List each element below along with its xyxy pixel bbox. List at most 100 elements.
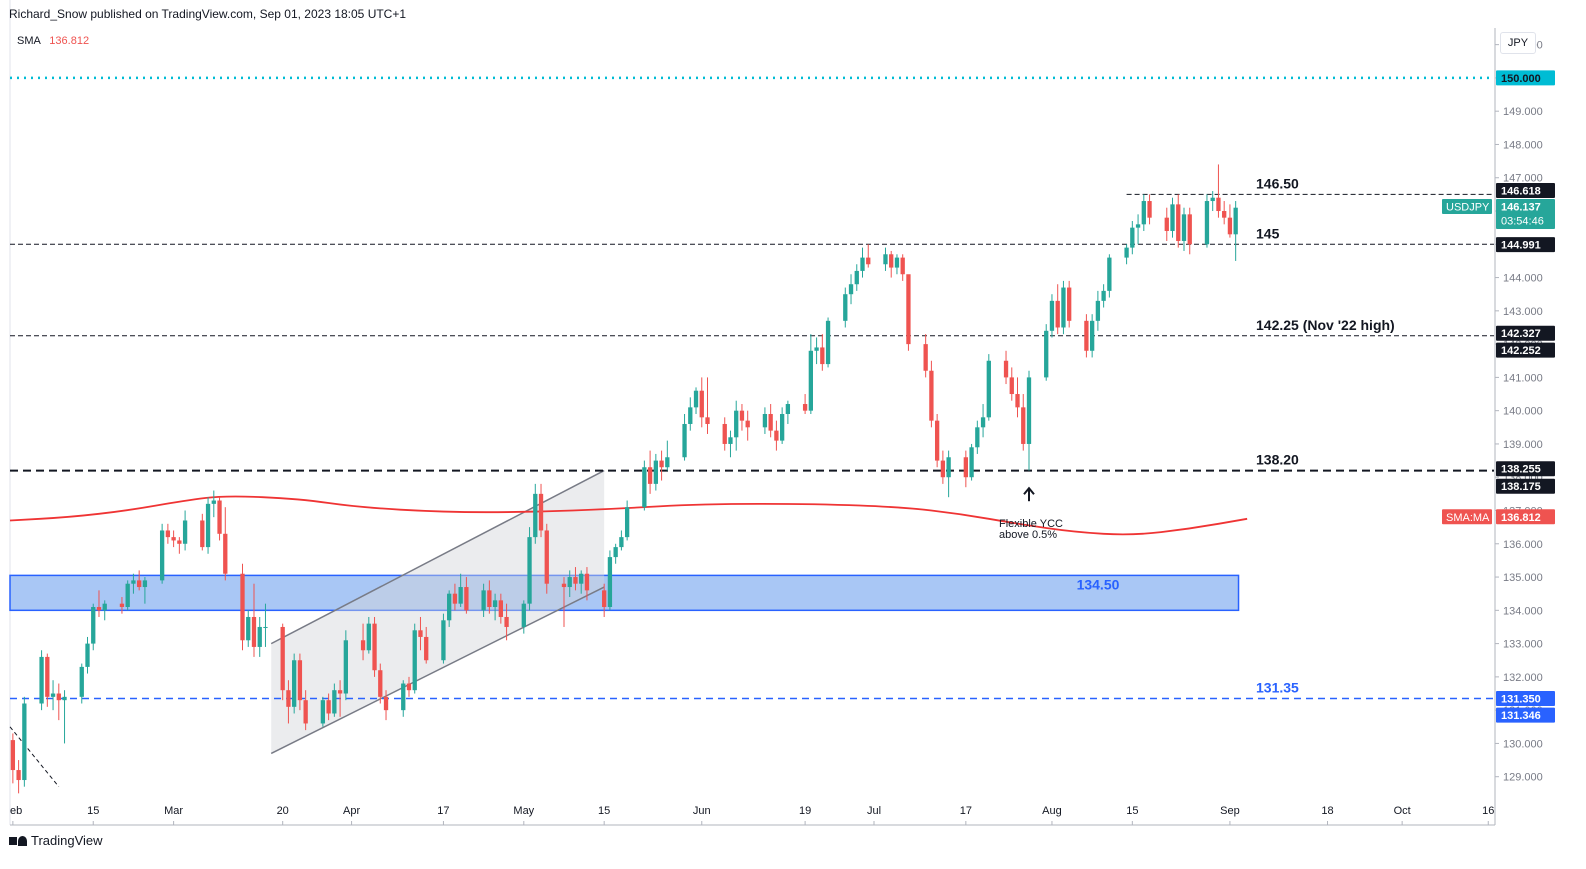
candle[interactable] [848, 274, 854, 305]
candle[interactable] [1061, 280, 1066, 335]
candle[interactable] [1084, 314, 1089, 358]
candle[interactable] [860, 247, 865, 278]
candle[interactable] [1089, 314, 1095, 358]
candle[interactable] [682, 414, 687, 461]
candle[interactable] [986, 354, 991, 421]
candle[interactable] [297, 653, 303, 711]
candle[interactable] [492, 593, 498, 621]
candle[interactable] [458, 573, 463, 607]
candle[interactable] [205, 497, 211, 554]
candle[interactable] [1176, 194, 1181, 248]
candle[interactable] [1164, 207, 1169, 241]
candle[interactable] [779, 407, 785, 444]
candle[interactable] [1210, 191, 1215, 212]
candle[interactable] [240, 563, 245, 651]
candle[interactable] [1107, 254, 1112, 298]
candle[interactable] [16, 760, 21, 794]
candle[interactable] [762, 407, 768, 434]
candle[interactable] [223, 507, 228, 581]
candle[interactable] [659, 450, 664, 481]
candle[interactable] [768, 404, 773, 438]
candle[interactable] [343, 630, 348, 701]
candle[interactable] [56, 683, 61, 721]
candle[interactable] [452, 583, 458, 611]
candle[interactable] [200, 513, 205, 551]
candle[interactable] [854, 264, 859, 291]
candle[interactable] [418, 616, 423, 651]
candle[interactable] [1124, 244, 1129, 265]
candle[interactable] [1170, 197, 1175, 238]
candle[interactable] [975, 420, 980, 454]
candle[interactable] [251, 583, 257, 657]
candle[interactable] [1055, 284, 1060, 335]
candle[interactable] [567, 570, 572, 598]
candle[interactable] [1135, 214, 1141, 245]
candle[interactable] [1095, 290, 1101, 331]
candle[interactable] [820, 334, 825, 371]
candle[interactable] [785, 400, 791, 424]
candle[interactable] [372, 616, 377, 677]
candle[interactable] [1222, 201, 1227, 225]
candle[interactable] [1141, 194, 1146, 231]
candle[interactable] [825, 317, 831, 368]
candle[interactable] [808, 334, 813, 414]
candle[interactable] [286, 680, 291, 724]
candle[interactable] [1130, 221, 1135, 255]
candle[interactable] [705, 377, 710, 434]
candle[interactable] [1015, 377, 1020, 418]
candle[interactable] [10, 733, 16, 784]
candle[interactable] [883, 247, 888, 271]
candle[interactable] [1009, 367, 1014, 401]
candle[interactable] [303, 690, 308, 731]
candle[interactable] [401, 680, 406, 717]
candle[interactable] [1049, 294, 1055, 338]
candle[interactable] [1187, 207, 1192, 255]
candle[interactable] [619, 530, 624, 551]
candle[interactable] [739, 404, 745, 431]
candle[interactable] [653, 453, 658, 491]
candle[interactable] [1216, 164, 1221, 218]
candle[interactable] [745, 410, 750, 441]
candle[interactable] [326, 693, 331, 721]
candle[interactable] [211, 490, 216, 518]
candle[interactable] [39, 650, 44, 711]
candle[interactable] [1204, 194, 1210, 248]
candle[interactable] [217, 497, 222, 541]
candle[interactable] [292, 653, 297, 714]
candle[interactable] [1101, 284, 1106, 308]
candle[interactable] [900, 254, 905, 281]
candle[interactable] [96, 590, 102, 617]
candle[interactable] [814, 337, 819, 365]
candle[interactable] [728, 430, 733, 458]
candle[interactable] [142, 577, 148, 604]
candle[interactable] [366, 616, 371, 654]
currency-button[interactable]: JPY [1500, 32, 1536, 54]
candle[interactable] [980, 404, 986, 438]
candle[interactable] [504, 603, 509, 641]
candle[interactable] [85, 636, 90, 674]
candle[interactable] [940, 450, 946, 484]
candle[interactable] [889, 250, 894, 278]
candle[interactable] [722, 417, 727, 451]
candle[interactable] [165, 523, 171, 544]
candle[interactable] [642, 460, 647, 511]
candle[interactable] [1067, 280, 1072, 328]
footer-brand[interactable]: TradingView [9, 833, 103, 848]
candle[interactable] [464, 577, 469, 614]
candle[interactable] [412, 623, 417, 694]
candle[interactable] [843, 287, 848, 328]
candle[interactable] [584, 567, 590, 601]
candle[interactable] [424, 626, 429, 664]
candle[interactable] [894, 254, 900, 275]
candle[interactable] [102, 600, 107, 621]
candle[interactable] [946, 450, 951, 498]
candle[interactable] [969, 443, 974, 481]
candle[interactable] [263, 603, 268, 647]
candle[interactable] [182, 510, 188, 551]
candle[interactable] [360, 623, 366, 661]
candle[interactable] [521, 600, 526, 634]
candle[interactable] [320, 696, 326, 727]
candle[interactable] [498, 593, 503, 624]
candle[interactable] [119, 597, 125, 614]
candle[interactable] [734, 400, 739, 451]
